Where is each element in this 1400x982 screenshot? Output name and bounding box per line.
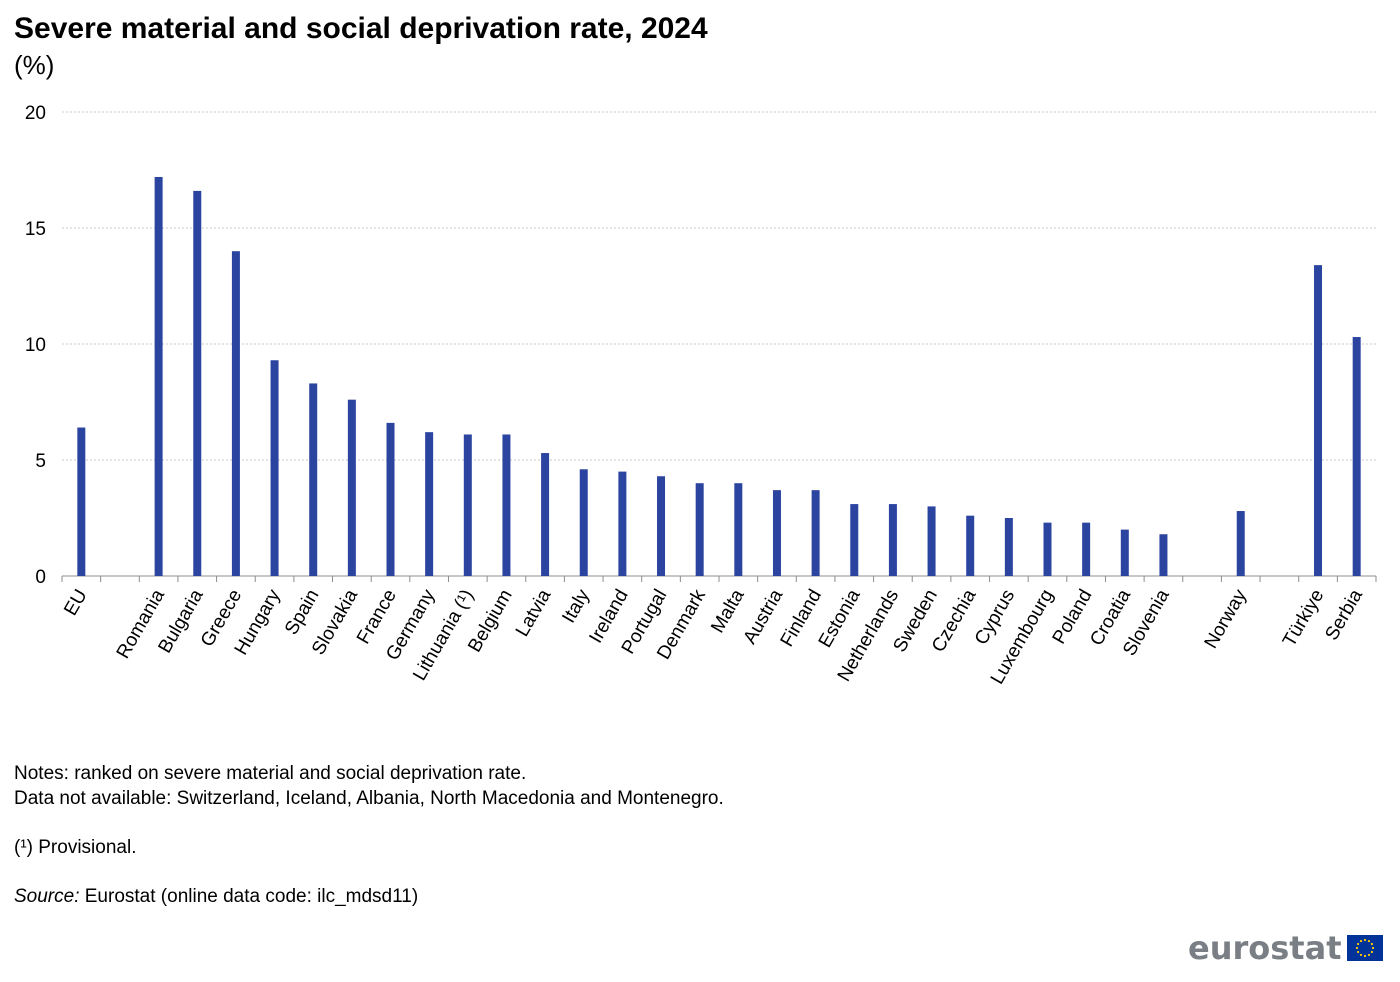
bar xyxy=(888,504,897,576)
eurostat-logo: eurostat xyxy=(1188,928,1384,968)
bar xyxy=(850,504,859,576)
bar xyxy=(77,427,86,576)
flag-star xyxy=(1364,938,1367,942)
flag-star xyxy=(1371,950,1374,954)
y-tick-label: 20 xyxy=(25,103,46,124)
bar xyxy=(811,490,820,576)
flag-star xyxy=(1360,939,1363,943)
y-tick-label: 0 xyxy=(35,567,46,588)
flag-star xyxy=(1357,950,1360,954)
x-tick-label: Italy xyxy=(558,586,594,627)
note-provisional: (¹) Provisional. xyxy=(14,837,137,858)
bar xyxy=(270,360,279,576)
bar xyxy=(1082,522,1091,576)
x-tick-label: Malta xyxy=(707,586,749,637)
bar xyxy=(1043,522,1052,576)
note-unavailable: Data not available: Switzerland, Iceland… xyxy=(14,788,724,809)
bar xyxy=(1352,337,1361,576)
flag-star xyxy=(1356,946,1359,950)
bar xyxy=(1159,534,1168,576)
x-tick-label: Serbia xyxy=(1321,586,1367,644)
bar xyxy=(1120,529,1129,576)
bar xyxy=(463,434,472,576)
source-label: Source: xyxy=(14,886,80,907)
bar xyxy=(502,434,511,576)
flag-star xyxy=(1372,946,1375,950)
x-tick-label: Norway xyxy=(1201,586,1252,653)
flag-star xyxy=(1357,942,1360,946)
chart-title: Severe material and social deprivation r… xyxy=(14,12,708,45)
bar xyxy=(966,515,975,576)
flag-star xyxy=(1364,954,1367,958)
bar xyxy=(541,453,550,576)
flag-star xyxy=(1368,953,1371,957)
bar xyxy=(579,469,588,576)
source-text: Eurostat (online data code: ilc_mdsd11) xyxy=(79,886,419,907)
bar xyxy=(1236,511,1245,576)
flag-star xyxy=(1368,939,1371,943)
bar xyxy=(386,422,395,576)
bar xyxy=(1004,518,1013,576)
eu-flag-icon xyxy=(1347,935,1384,961)
bar xyxy=(193,190,202,576)
unit-label: (%) xyxy=(14,50,55,80)
bar xyxy=(231,251,240,576)
y-tick-label: 10 xyxy=(25,335,46,356)
y-tick-label: 5 xyxy=(35,451,46,472)
bar xyxy=(772,490,781,576)
bar xyxy=(347,399,356,576)
bar xyxy=(657,476,666,576)
bar xyxy=(309,383,318,576)
x-tick-label: Türkiye xyxy=(1279,586,1328,650)
logo-wordmark: eurostat xyxy=(1188,929,1342,967)
x-tick-label: EU xyxy=(60,586,91,619)
bar xyxy=(734,483,743,576)
note-ranking: Notes: ranked on severe material and soc… xyxy=(14,763,527,784)
x-tick-label: Latvia xyxy=(512,586,556,641)
source-line: Source: Eurostat (online data code: ilc_… xyxy=(14,884,724,909)
notes-block: Notes: ranked on severe material and soc… xyxy=(14,761,724,909)
bar xyxy=(927,506,936,576)
y-tick-label: 15 xyxy=(25,219,46,240)
bar xyxy=(1314,265,1323,576)
bar xyxy=(425,432,434,576)
bar xyxy=(154,176,163,576)
bar xyxy=(618,471,627,576)
bar xyxy=(695,483,704,576)
flag-star xyxy=(1360,953,1363,957)
flag-star xyxy=(1371,942,1374,946)
